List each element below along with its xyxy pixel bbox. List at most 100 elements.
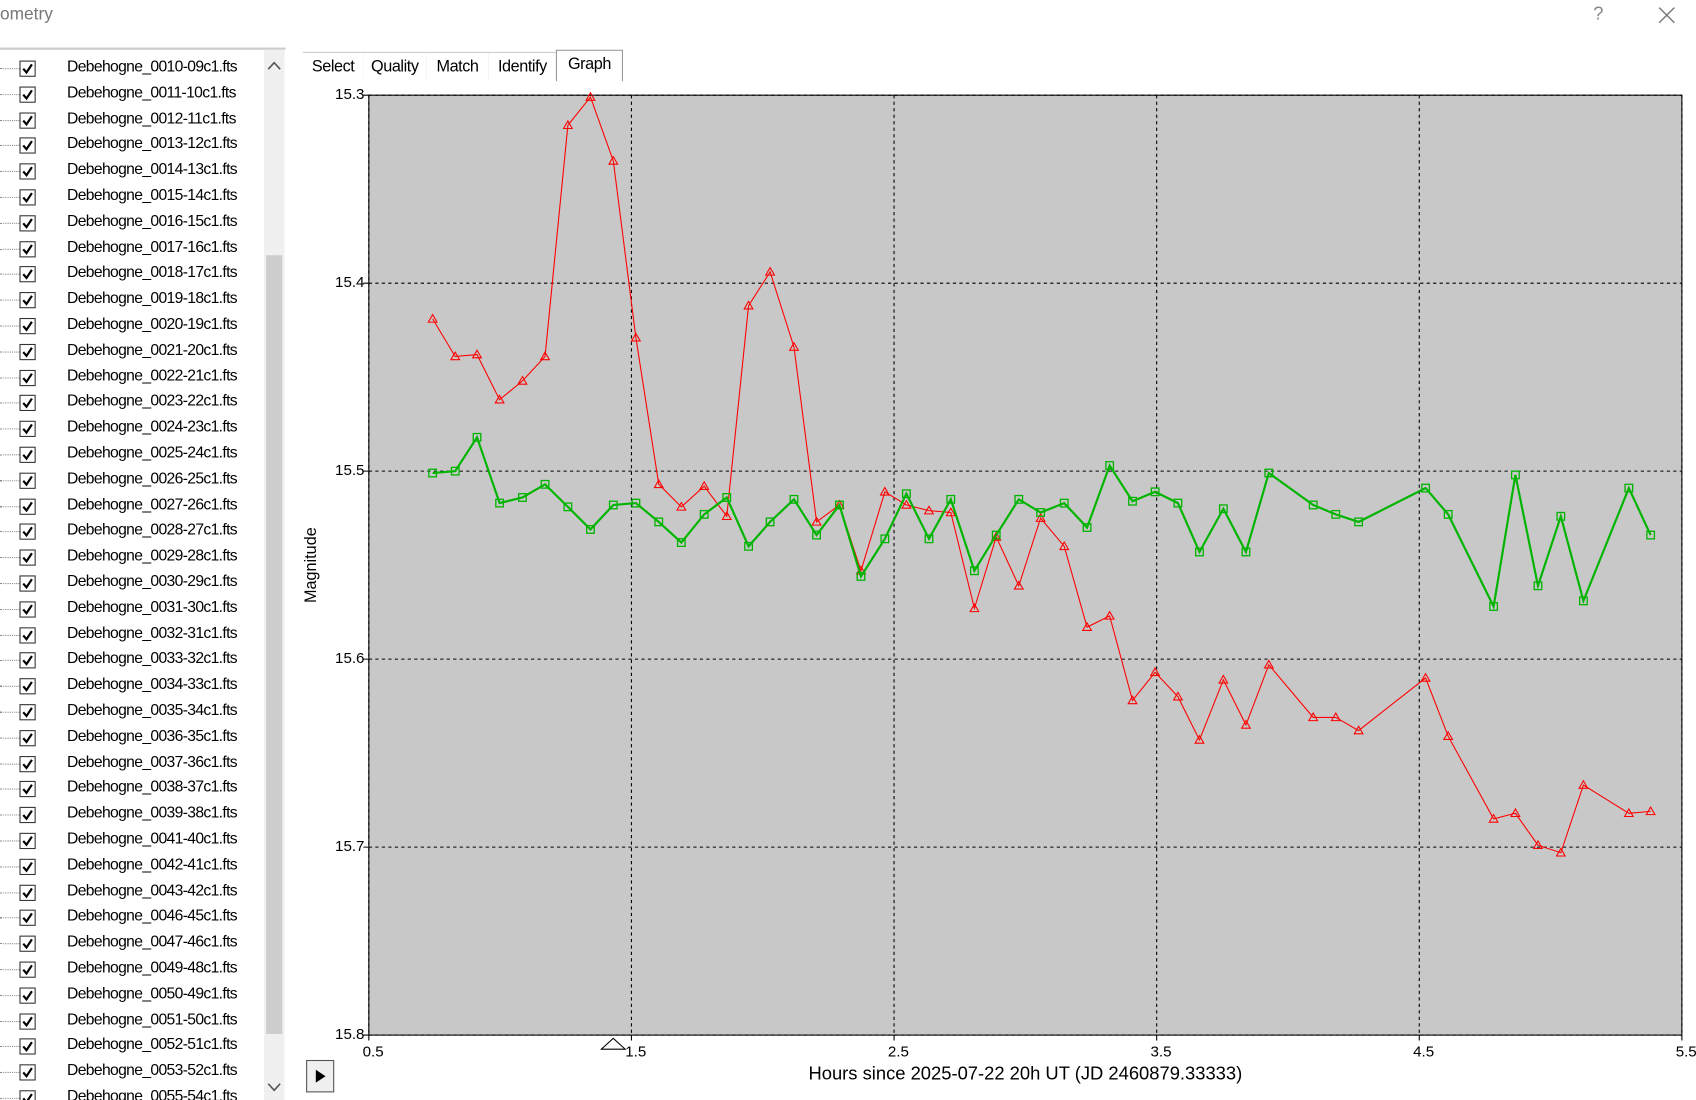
checkbox[interactable] <box>19 1038 36 1055</box>
tab[interactable]: Graph <box>555 49 624 82</box>
file-row[interactable]: Debehogne_0029-28c1.fts <box>0 545 264 571</box>
file-row[interactable]: Debehogne_0023-22c1.fts <box>0 391 264 417</box>
checkbox[interactable] <box>19 626 36 644</box>
checkbox[interactable] <box>19 189 36 206</box>
checkbox[interactable] <box>19 163 36 180</box>
checkbox[interactable] <box>19 575 36 592</box>
checkbox[interactable] <box>19 395 36 412</box>
checkbox[interactable] <box>19 935 36 953</box>
file-row[interactable]: Debehogne_0053-52c1.fts <box>0 1060 264 1086</box>
checkbox[interactable] <box>19 601 36 618</box>
file-row[interactable]: Debehogne_0010-09c1.fts <box>0 56 264 82</box>
tab[interactable]: Select <box>302 51 365 82</box>
file-row[interactable]: Debehogne_0027-26c1.fts <box>0 494 264 520</box>
checkbox[interactable] <box>19 498 36 515</box>
scroll-up[interactable] <box>264 56 285 78</box>
file-row[interactable]: Debehogne_0049-48c1.fts <box>0 957 264 983</box>
file-row[interactable]: Debehogne_0014-13c1.fts <box>0 159 264 185</box>
checkbox[interactable] <box>19 807 36 824</box>
file-row[interactable]: Debehogne_0016-15c1.fts <box>0 211 264 237</box>
check-mark <box>22 707 33 718</box>
checkbox[interactable] <box>19 317 36 335</box>
checkbox[interactable] <box>19 523 36 541</box>
file-row[interactable]: Debehogne_0030-29c1.fts <box>0 571 264 597</box>
file-row[interactable]: Debehogne_0038-37c1.fts <box>0 777 264 803</box>
file-row[interactable]: Debehogne_0025-24c1.fts <box>0 442 264 468</box>
checkbox[interactable] <box>19 137 36 155</box>
file-row[interactable]: Debehogne_0021-20c1.fts <box>0 339 264 365</box>
file-row[interactable]: Debehogne_0052-51c1.fts <box>0 1034 264 1060</box>
checkbox[interactable] <box>19 369 36 386</box>
scroll-thumb[interactable] <box>266 255 283 1035</box>
file-row[interactable]: Debehogne_0012-11c1.fts <box>0 108 264 134</box>
check-mark <box>22 89 33 100</box>
file-row[interactable]: Debehogne_0032-31c1.fts <box>0 623 264 649</box>
tab[interactable]: Match <box>426 51 490 82</box>
checkbox[interactable] <box>19 549 36 566</box>
checkbox[interactable] <box>19 910 36 927</box>
play-button[interactable] <box>306 1059 335 1093</box>
checkbox[interactable] <box>19 472 36 489</box>
checkbox[interactable] <box>19 652 36 669</box>
point <box>1646 530 1656 540</box>
help-button[interactable]: ? <box>1593 3 1604 24</box>
checkbox[interactable] <box>19 678 36 695</box>
file-row[interactable]: Debehogne_0033-32c1.fts <box>0 648 264 674</box>
checkbox[interactable] <box>19 704 36 721</box>
file-row[interactable]: Debehogne_0015-14c1.fts <box>0 185 264 211</box>
file-row[interactable]: Debehogne_0036-35c1.fts <box>0 726 264 752</box>
checkbox[interactable] <box>19 858 36 875</box>
file-row[interactable]: Debehogne_0026-25c1.fts <box>0 468 264 494</box>
checkbox[interactable] <box>19 1090 36 1100</box>
checkbox[interactable] <box>19 884 36 901</box>
checkbox[interactable] <box>19 60 36 77</box>
checkbox[interactable] <box>19 729 36 747</box>
checkbox[interactable] <box>19 1013 36 1030</box>
file-row[interactable]: Debehogne_0046-45c1.fts <box>0 906 264 932</box>
checkbox[interactable] <box>19 961 36 978</box>
file-row[interactable]: Debehogne_0028-27c1.fts <box>0 520 264 546</box>
checkbox[interactable] <box>19 266 36 283</box>
scrollbar[interactable] <box>263 49 285 1100</box>
checkbox[interactable] <box>19 292 36 309</box>
checkbox[interactable] <box>19 1064 36 1081</box>
checkbox[interactable] <box>19 446 36 463</box>
file-row[interactable]: Debehogne_0022-21c1.fts <box>0 365 264 391</box>
checkbox[interactable] <box>19 343 36 360</box>
checkbox[interactable] <box>19 987 36 1004</box>
checkbox[interactable] <box>19 755 36 772</box>
checkbox[interactable] <box>19 86 36 103</box>
file-row[interactable]: Debehogne_0050-49c1.fts <box>0 983 264 1009</box>
file-row[interactable]: Debehogne_0024-23c1.fts <box>0 417 264 443</box>
close-button[interactable] <box>1657 5 1676 24</box>
point <box>698 480 710 490</box>
checkbox[interactable] <box>19 832 36 850</box>
file-row[interactable]: Debehogne_0042-41c1.fts <box>0 854 264 880</box>
file-row[interactable]: Debehogne_0047-46c1.fts <box>0 931 264 957</box>
checkbox[interactable] <box>19 240 36 257</box>
file-row[interactable]: Debehogne_0013-12c1.fts <box>0 133 264 159</box>
file-row[interactable]: Debehogne_0018-17c1.fts <box>0 262 264 288</box>
file-row[interactable]: Debehogne_0019-18c1.fts <box>0 288 264 314</box>
checkbox[interactable] <box>19 112 36 129</box>
file-row[interactable]: Debehogne_0031-30c1.fts <box>0 597 264 623</box>
checkbox[interactable] <box>19 215 36 232</box>
file-row[interactable]: Debehogne_0035-34c1.fts <box>0 700 264 726</box>
file-row[interactable]: Debehogne_0020-19c1.fts <box>0 314 264 340</box>
file-row[interactable]: Debehogne_0039-38c1.fts <box>0 803 264 829</box>
checkbox[interactable] <box>19 420 36 438</box>
checkbox[interactable] <box>19 781 36 798</box>
point <box>990 531 1002 541</box>
file-row[interactable]: Debehogne_0034-33c1.fts <box>0 674 264 700</box>
scroll-down[interactable] <box>264 1077 285 1099</box>
tab[interactable]: Quality <box>363 51 428 82</box>
file-row[interactable]: Debehogne_0017-16c1.fts <box>0 236 264 262</box>
tab[interactable]: Identify <box>488 51 558 82</box>
file-row[interactable]: Debehogne_0041-40c1.fts <box>0 829 264 855</box>
check-mark <box>22 218 33 229</box>
file-row[interactable]: Debehogne_0051-50c1.fts <box>0 1009 264 1035</box>
file-row[interactable]: Debehogne_0037-36c1.fts <box>0 751 264 777</box>
file-row[interactable]: Debehogne_0011-10c1.fts <box>0 82 264 108</box>
file-row[interactable]: Debehogne_0043-42c1.fts <box>0 880 264 906</box>
